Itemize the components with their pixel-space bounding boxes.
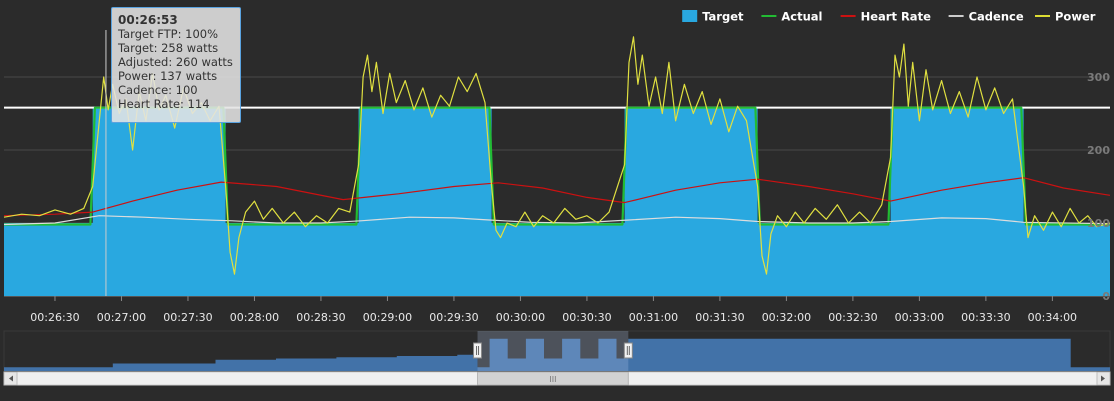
x-tick-label: 00:29:00 — [363, 311, 412, 324]
series-heart-rate — [3, 177, 1111, 217]
x-tick-label: 00:27:00 — [97, 311, 146, 324]
x-tick-label: 00:32:30 — [828, 311, 877, 324]
legend-label-power: Power — [1055, 10, 1096, 24]
legend: Target Actual Heart Rate Cadence Power — [682, 10, 1096, 24]
series-target — [4, 107, 1110, 296]
tooltip-line: Target FTP: 100% — [118, 27, 219, 41]
x-tick-label: 00:26:30 — [30, 311, 79, 324]
x-tick-label: 00:28:00 — [230, 311, 279, 324]
x-tick-label: 00:31:00 — [629, 311, 678, 324]
x-axis: 00:26:30 00:27:00 00:27:30 00:28:00 00:28:30… — [4, 296, 1110, 324]
navigator-handle-left[interactable] — [473, 342, 483, 359]
target-area — [4, 107, 1110, 296]
navigator-series — [4, 338, 1110, 371]
x-tick-label: 00:29:30 — [429, 311, 478, 324]
navigator[interactable] — [3, 330, 1111, 372]
scrollbar[interactable]: III — [3, 371, 1111, 386]
tooltip-line: Adjusted: 260 watts — [118, 55, 233, 69]
legend-label-actual: Actual — [781, 10, 822, 24]
y-tick-label: 100 — [1087, 217, 1110, 230]
x-tick-label: 00:33:00 — [895, 311, 944, 324]
tooltip-time: 00:26:53 — [118, 13, 178, 27]
navigator-window[interactable] — [477, 331, 629, 371]
x-tick-label: 00:27:30 — [163, 311, 212, 324]
y-tick-label: 200 — [1087, 144, 1110, 157]
y-tick-label: 300 — [1087, 71, 1110, 84]
legend-label-cadence: Cadence — [969, 10, 1024, 24]
chevron-right-icon — [1101, 375, 1105, 382]
scrollbar-grip: III — [549, 375, 556, 384]
chevron-left-icon — [9, 375, 13, 382]
tooltip: 00:26:53 Target FTP: 100% Target: 258 wa… — [111, 7, 241, 123]
x-tick-label: 00:32:00 — [762, 311, 811, 324]
x-tick-label: 00:30:30 — [562, 311, 611, 324]
legend-swatch-target — [682, 10, 698, 22]
series-line-heart-rate — [3, 177, 1111, 217]
x-tick-label: 00:30:00 — [496, 311, 545, 324]
tooltip-line: Heart Rate: 114 — [118, 97, 210, 111]
tooltip-line: Target: 258 watts — [118, 41, 219, 55]
x-tick-label: 00:31:30 — [695, 311, 744, 324]
scrollbar-thumb[interactable] — [477, 371, 629, 386]
legend-label-heart-rate: Heart Rate — [861, 10, 931, 24]
tooltip-line: Power: 137 watts — [118, 69, 218, 83]
tooltip-line: Cadence: 100 — [118, 83, 198, 97]
x-tick-label: 00:33:30 — [961, 311, 1010, 324]
legend-label-target: Target — [702, 10, 744, 24]
navigator-handle-right[interactable] — [623, 342, 633, 359]
x-tick-label: 00:28:30 — [296, 311, 345, 324]
x-tick-label: 00:34:00 — [1028, 311, 1077, 324]
